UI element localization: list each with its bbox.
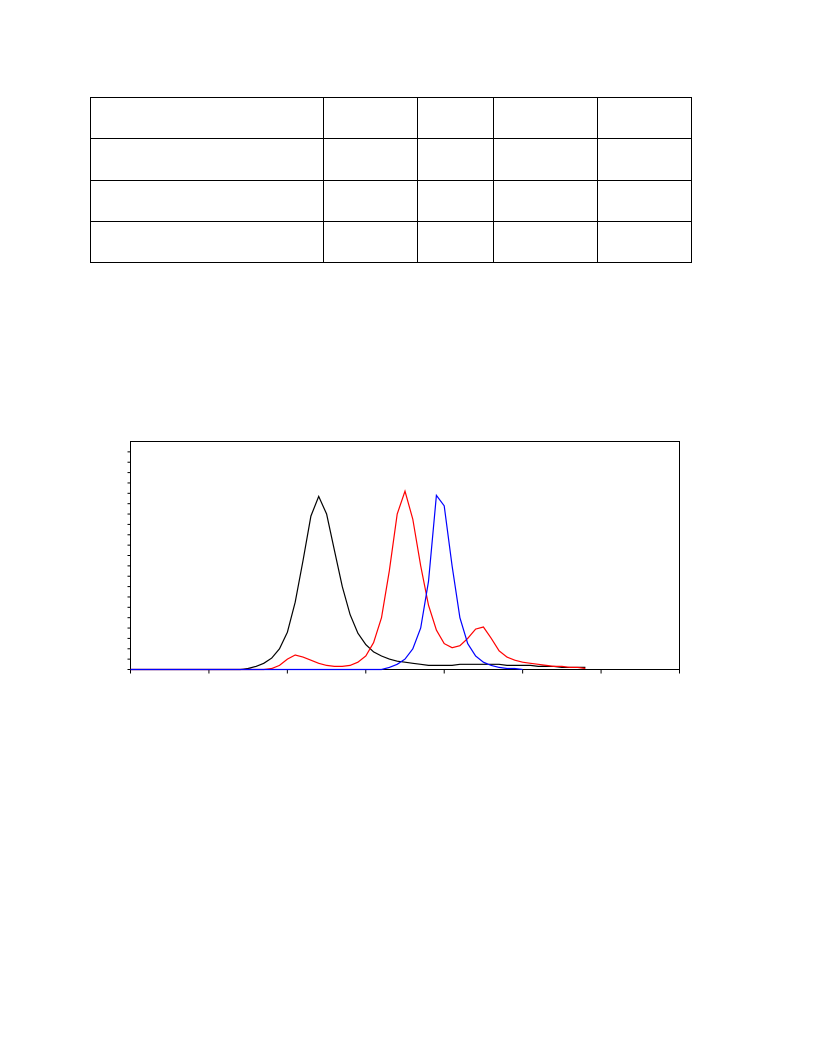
chart xyxy=(127,451,680,674)
plot-frame xyxy=(130,441,680,670)
line-series xyxy=(130,493,523,671)
table xyxy=(90,97,692,263)
line-series xyxy=(130,494,586,671)
line-series xyxy=(130,489,586,671)
